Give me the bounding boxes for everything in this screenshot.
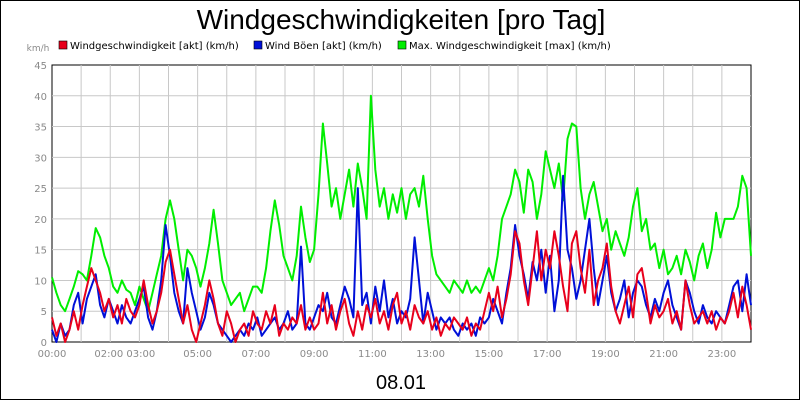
y-tick-label: 0 — [41, 338, 47, 349]
legend-swatch-1 — [253, 40, 263, 50]
y-tick-label: 25 — [34, 184, 47, 195]
x-tick-label: 05:00 — [183, 349, 212, 360]
y-tick-label: 5 — [41, 307, 47, 318]
series-line-1 — [51, 174, 752, 343]
x-tick-label: 09:00 — [300, 349, 329, 360]
y-tick-label: 20 — [34, 215, 47, 226]
chart-title: Windgeschwindigkeiten [pro Tag] — [197, 4, 606, 35]
x-tick-label: 11:00 — [358, 349, 387, 360]
x-tick-label: 23:00 — [707, 349, 736, 360]
y-tick-label: 30 — [34, 153, 47, 164]
y-axis-ticks: 0 5 10 15 20 25 30 35 40 45 — [34, 61, 47, 349]
x-tick-label: 00:00 — [38, 349, 67, 360]
x-tick-label: 13:00 — [416, 349, 445, 360]
y-tick-label: 10 — [34, 276, 47, 287]
y-tick-label: 35 — [34, 123, 47, 134]
y-axis-unit: km/h — [27, 44, 50, 54]
y-tick-label: 45 — [34, 61, 47, 72]
date-label: 08.01 — [376, 372, 426, 394]
legend-swatch-2 — [397, 40, 407, 50]
legend-label-1: Wind Böen [akt] (km/h) — [265, 41, 382, 52]
legend-label-0: Windgeschwindigkeit [akt] (km/h) — [70, 41, 239, 52]
series-layer — [51, 94, 752, 343]
x-tick-label: 17:00 — [533, 349, 562, 360]
series-line-2 — [51, 94, 752, 313]
x-tick-label: 19:00 — [591, 349, 620, 360]
y-tick-label: 15 — [34, 246, 47, 257]
x-axis-ticks: 00:00 02:00 03:00 05:00 07:00 09:00 11:00 13:0… — [38, 349, 737, 360]
series-line-0 — [51, 230, 752, 343]
x-tick-label: 02:00 03:00 — [94, 349, 155, 360]
y-tick-label: 40 — [34, 92, 47, 103]
legend-swatch-0 — [58, 40, 68, 50]
x-tick-label: 21:00 — [649, 349, 678, 360]
chart-legend: Windgeschwindigkeit [akt] (km/h) Wind Böe… — [58, 40, 611, 52]
legend-label-2: Max. Windgeschwindigkeit [max] (km/h) — [409, 41, 611, 52]
x-tick-label: 15:00 — [474, 349, 503, 360]
x-tick-label: 07:00 — [241, 349, 270, 360]
